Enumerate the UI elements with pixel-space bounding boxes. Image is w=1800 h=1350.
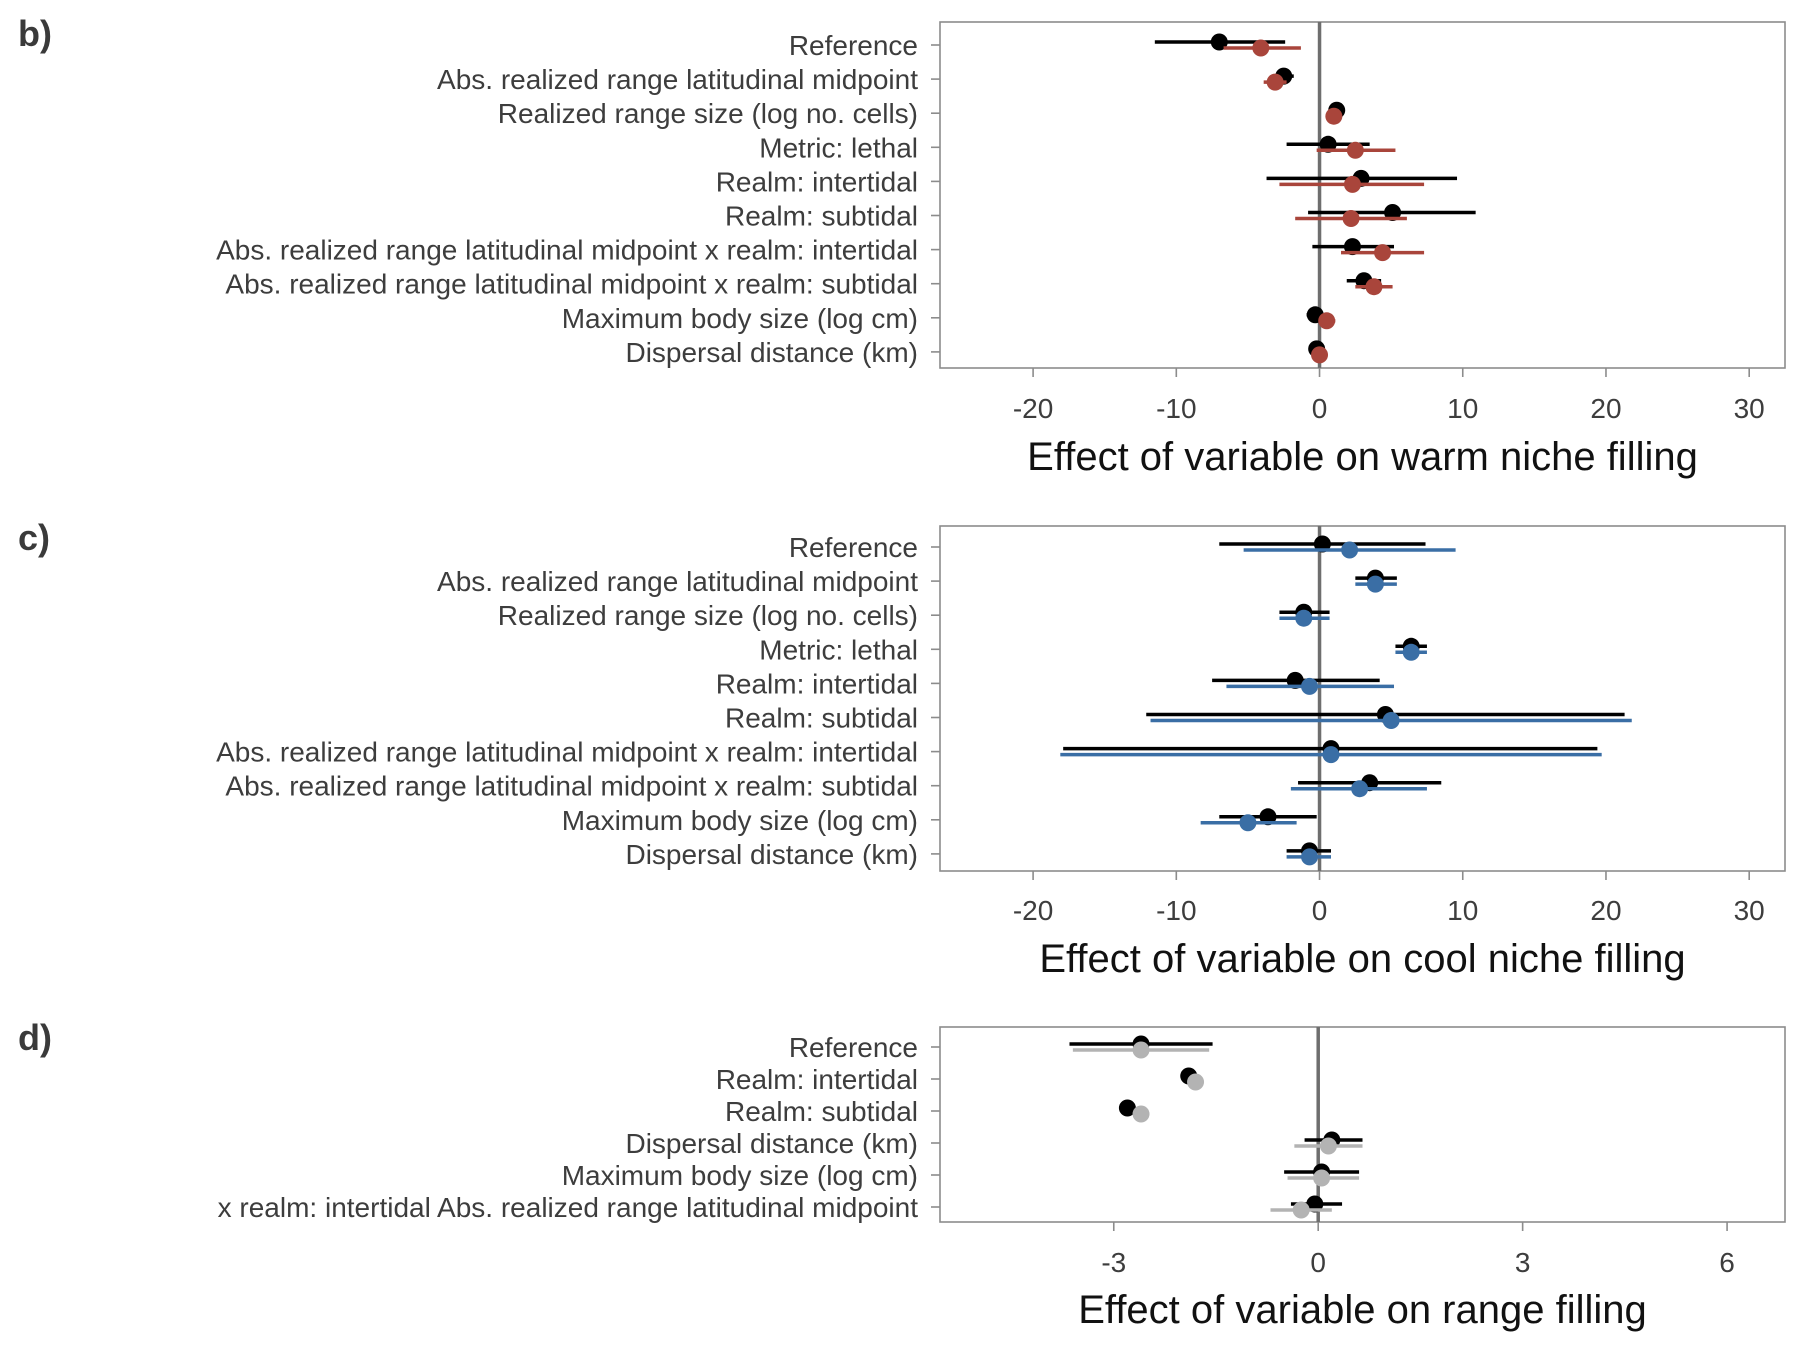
x-tick-label: 0 bbox=[1312, 393, 1328, 424]
x-tick-label: 30 bbox=[1734, 895, 1765, 926]
category-label: Abs. realized range latitudinal midpoint… bbox=[216, 235, 918, 266]
panel-label: c) bbox=[18, 517, 50, 558]
point-estimate bbox=[1325, 107, 1343, 125]
point-estimate bbox=[1118, 1099, 1136, 1117]
x-tick-label: 10 bbox=[1447, 393, 1478, 424]
series-0 bbox=[1063, 535, 1625, 860]
category-label: Realm: subtidal bbox=[725, 703, 918, 734]
category-label: Maximum body size (log cm) bbox=[562, 805, 918, 836]
category-label: Dispersal distance (km) bbox=[625, 839, 918, 870]
point-estimate bbox=[1301, 677, 1319, 695]
point-estimate bbox=[1346, 141, 1364, 159]
category-label: Abs. realized range latitudinal midpoint… bbox=[216, 737, 918, 768]
x-tick-label: 6 bbox=[1719, 1247, 1735, 1278]
x-axis-title: Effect of variable on range filling bbox=[1078, 1288, 1647, 1332]
series-1 bbox=[1060, 541, 1632, 866]
category-label: Abs. realized range latitudinal midpoint… bbox=[225, 269, 918, 300]
point-estimate bbox=[1341, 541, 1359, 559]
category-label: Abs. realized range latitudinal midpoint… bbox=[225, 771, 918, 802]
category-label: Realm: subtidal bbox=[725, 201, 918, 232]
category-label: Realm: intertidal bbox=[716, 668, 918, 699]
category-label: Reference bbox=[789, 30, 918, 61]
point-estimate bbox=[1132, 1105, 1150, 1123]
category-label: Maximum body size (log cm) bbox=[562, 1160, 918, 1191]
point-estimate bbox=[1342, 210, 1360, 227]
point-estimate bbox=[1343, 175, 1361, 193]
point-estimate bbox=[1239, 814, 1257, 832]
panel-label: d) bbox=[18, 1017, 52, 1058]
x-tick-label: 10 bbox=[1447, 895, 1478, 926]
x-tick-label: -20 bbox=[1013, 393, 1053, 424]
category-label: Reference bbox=[789, 532, 918, 563]
x-tick-label: -10 bbox=[1156, 895, 1196, 926]
category-label: Realized range size (log no. cells) bbox=[498, 600, 918, 631]
category-label: Metric: lethal bbox=[759, 132, 918, 163]
point-estimate bbox=[1319, 1137, 1337, 1155]
point-estimate bbox=[1402, 643, 1420, 661]
point-estimate bbox=[1366, 575, 1384, 593]
category-label: x realm: intertidal Abs. realized range … bbox=[218, 1192, 919, 1223]
point-estimate bbox=[1301, 848, 1319, 866]
x-tick-label: 30 bbox=[1734, 393, 1765, 424]
point-estimate bbox=[1292, 1201, 1310, 1219]
x-tick-label: -20 bbox=[1013, 895, 1053, 926]
x-axis-title: Effect of variable on warm niche filling bbox=[1027, 435, 1698, 479]
point-estimate bbox=[1374, 244, 1392, 262]
category-label: Realm: intertidal bbox=[716, 1064, 918, 1095]
point-estimate bbox=[1210, 33, 1228, 51]
category-label: Dispersal distance (km) bbox=[625, 337, 918, 368]
point-estimate bbox=[1318, 312, 1336, 330]
x-tick-label: 20 bbox=[1590, 895, 1621, 926]
category-label: Maximum body size (log cm) bbox=[562, 303, 918, 334]
point-estimate bbox=[1365, 278, 1383, 296]
point-estimate bbox=[1382, 712, 1400, 729]
x-tick-label: 0 bbox=[1310, 1247, 1326, 1278]
point-estimate bbox=[1266, 73, 1284, 91]
series-1 bbox=[1072, 1041, 1363, 1219]
point-estimate bbox=[1132, 1041, 1150, 1059]
category-label: Realized range size (log no. cells) bbox=[498, 98, 918, 129]
x-tick-label: 3 bbox=[1515, 1247, 1531, 1278]
category-label: Dispersal distance (km) bbox=[625, 1128, 918, 1159]
point-estimate bbox=[1295, 609, 1313, 627]
plot-border bbox=[939, 1026, 1786, 1223]
series-1 bbox=[1223, 39, 1425, 364]
category-label: Reference bbox=[789, 1032, 918, 1063]
plot-border bbox=[939, 21, 1786, 369]
point-estimate bbox=[1252, 39, 1270, 57]
category-label: Abs. realized range latitudinal midpoint bbox=[437, 566, 918, 597]
category-label: Abs. realized range latitudinal midpoint bbox=[437, 64, 918, 95]
x-tick-label: -3 bbox=[1101, 1247, 1126, 1278]
category-label: Realm: subtidal bbox=[725, 1096, 918, 1127]
point-estimate bbox=[1351, 780, 1369, 798]
category-label: Metric: lethal bbox=[759, 634, 918, 665]
x-tick-label: -10 bbox=[1156, 393, 1196, 424]
point-estimate bbox=[1313, 1169, 1331, 1187]
x-tick-label: 20 bbox=[1590, 393, 1621, 424]
x-tick-label: 0 bbox=[1312, 895, 1328, 926]
series-0 bbox=[1154, 33, 1476, 358]
x-axis-title: Effect of variable on cool niche filling bbox=[1039, 937, 1685, 981]
category-label: Realm: intertidal bbox=[716, 166, 918, 197]
point-estimate bbox=[1322, 746, 1340, 764]
point-estimate bbox=[1311, 346, 1329, 364]
point-estimate bbox=[1187, 1073, 1205, 1091]
plot-border bbox=[939, 525, 1786, 872]
panel-label: b) bbox=[18, 13, 52, 54]
